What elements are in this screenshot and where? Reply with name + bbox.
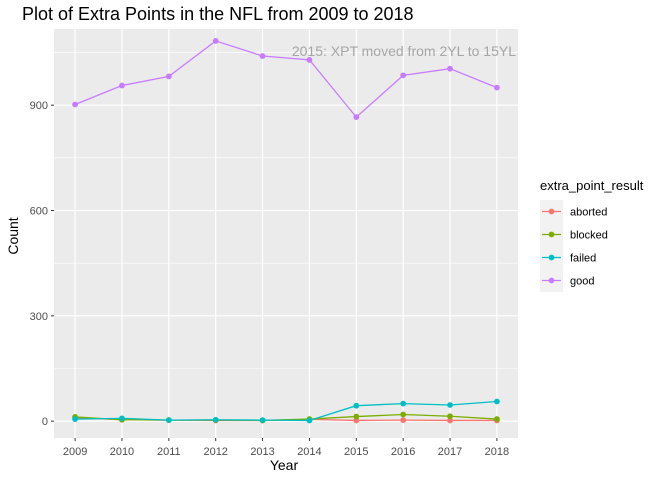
x-tick-label: 2010 xyxy=(110,446,134,458)
plot-panel xyxy=(54,29,518,438)
data-point-failed xyxy=(212,416,219,423)
x-tick-label: 2015 xyxy=(344,446,368,458)
x-tick-label: 2018 xyxy=(485,446,509,458)
legend-key-point xyxy=(548,277,555,284)
data-point-failed xyxy=(494,398,500,405)
x-axis-title: Year xyxy=(270,457,299,473)
x-tick-label: 2014 xyxy=(297,446,321,458)
data-point-good xyxy=(165,73,172,80)
data-point-good xyxy=(119,82,125,89)
legend-label: good xyxy=(570,276,594,288)
series-failed xyxy=(72,398,500,424)
series-good xyxy=(72,38,500,121)
data-point-good xyxy=(72,101,78,108)
data-point-good xyxy=(447,65,453,72)
series-line-good xyxy=(74,40,498,119)
x-tick-label: 2012 xyxy=(203,446,227,458)
data-point-failed xyxy=(259,417,266,423)
data-point-blocked xyxy=(447,413,453,420)
x-tick-label: 2017 xyxy=(438,446,462,458)
y-tick-label: 900 xyxy=(30,100,48,112)
y-tick-label: 600 xyxy=(30,206,48,218)
data-point-good xyxy=(259,53,266,59)
legend: aborted blocked failed good xyxy=(540,200,608,292)
panel-background xyxy=(54,29,518,438)
x-tick-label: 2016 xyxy=(391,446,415,458)
y-tick-label: 300 xyxy=(30,311,48,323)
data-point-failed xyxy=(165,417,172,423)
data-point-blocked xyxy=(400,411,407,418)
x-tick-label: 2009 xyxy=(63,446,87,458)
data-point-good xyxy=(400,72,407,79)
data-point-failed xyxy=(447,402,453,408)
y-tick-label: 0 xyxy=(42,416,48,428)
x-tick-label: 2011 xyxy=(157,446,181,458)
annotation-text: 2015: XPT moved from 2YL to 15YL xyxy=(292,43,516,59)
data-point-blocked xyxy=(353,413,360,420)
data-point-good xyxy=(306,56,313,63)
data-point-aborted xyxy=(400,417,407,423)
grid-minor xyxy=(54,52,518,369)
series-layer xyxy=(72,38,500,424)
legend-title: extra_point_result xyxy=(540,178,644,193)
legend-key-point xyxy=(548,231,555,238)
y-axis: 0 300 600 900 xyxy=(30,100,54,428)
legend-label: blocked xyxy=(570,230,608,242)
data-point-blocked xyxy=(494,416,500,422)
chart-title: Plot of Extra Points in the NFL from 200… xyxy=(22,4,414,24)
data-point-failed xyxy=(400,400,407,407)
series-line-failed xyxy=(75,400,497,422)
x-axis: 2009 2010 2011 2012 2013 2014 2015 2016 2017 2018 xyxy=(63,438,509,458)
data-point-failed xyxy=(353,402,360,409)
data-point-failed xyxy=(306,417,313,424)
legend-label: aborted xyxy=(570,207,607,219)
data-point-aborted xyxy=(447,417,453,424)
legend-key-point xyxy=(548,208,555,215)
y-axis-title: Count xyxy=(5,217,21,254)
data-point-good xyxy=(494,84,500,91)
legend-key-point xyxy=(548,254,555,261)
grid-major xyxy=(54,29,518,438)
data-point-good xyxy=(212,38,219,44)
data-point-good xyxy=(353,114,360,121)
data-point-failed xyxy=(119,415,125,422)
legend-label: failed xyxy=(570,253,596,265)
x-tick-label: 2013 xyxy=(250,446,274,458)
data-point-failed xyxy=(72,416,78,422)
